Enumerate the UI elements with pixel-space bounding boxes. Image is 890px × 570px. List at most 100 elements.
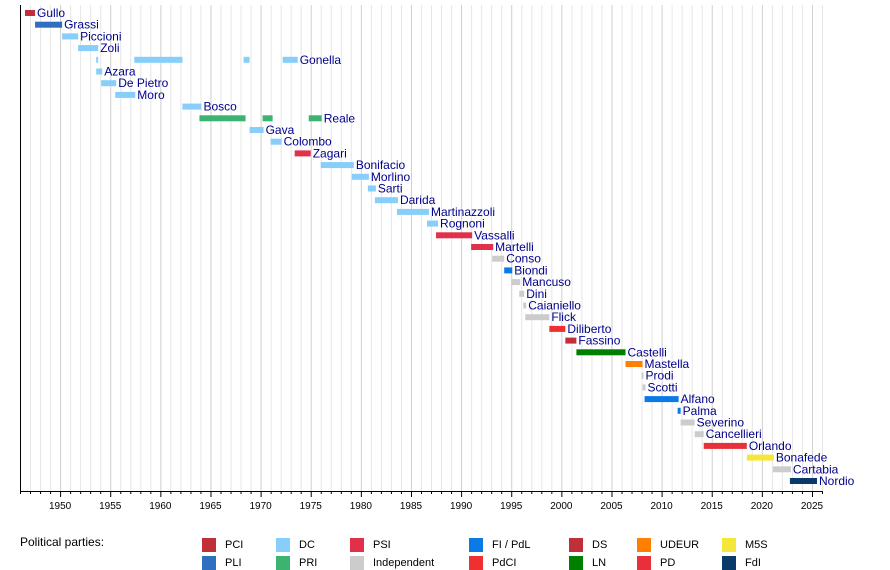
- legend-item: LN: [569, 556, 606, 570]
- legend-item: FI / PdL: [469, 538, 531, 552]
- term-bar: [694, 431, 704, 438]
- legend-swatch: [202, 538, 216, 552]
- term-bar: [576, 349, 626, 356]
- term-bar: [115, 91, 136, 98]
- minister-label: Bonifacio: [356, 158, 406, 172]
- legend-label: PdCI: [492, 557, 517, 569]
- legend-label: LN: [592, 557, 607, 569]
- minister-label: Gonella: [300, 53, 342, 67]
- minister-label: Gava: [266, 123, 295, 137]
- legend-item: DC: [276, 538, 315, 552]
- minister-label: Moro: [137, 88, 165, 102]
- legend-swatch: [350, 538, 364, 552]
- legend-swatch: [276, 538, 290, 552]
- x-tick-label: 1980: [350, 501, 373, 512]
- legend-swatch: [569, 556, 583, 570]
- x-tick-label: 2025: [801, 501, 824, 512]
- minister-label: Zoli: [100, 41, 119, 55]
- term-bars: [25, 10, 817, 484]
- minister-label: Biondi: [514, 263, 547, 277]
- minister-label: Bonafede: [776, 451, 828, 465]
- minister-label: De Pietro: [118, 76, 168, 90]
- legend-item: Independent: [350, 556, 434, 570]
- x-tick-label: 2000: [550, 501, 573, 512]
- legend-swatch: [722, 556, 736, 570]
- legend-item: FdI: [722, 556, 761, 570]
- minister-label: Piccioni: [80, 29, 121, 43]
- minister-label: Martelli: [495, 240, 534, 254]
- legend-label: DS: [592, 539, 608, 551]
- term-bar: [243, 56, 250, 63]
- x-tick-label: 1970: [249, 501, 272, 512]
- term-bar: [641, 372, 644, 379]
- term-bar: [789, 478, 817, 484]
- legend-label: UDEUR: [660, 539, 700, 551]
- minister-label: Colombo: [284, 135, 332, 149]
- term-bar: [96, 68, 103, 75]
- legend-item: PCI: [202, 538, 243, 552]
- minister-label: Darida: [400, 193, 436, 207]
- term-bar: [96, 56, 99, 63]
- minister-label: Grassi: [64, 18, 99, 32]
- term-bar: [680, 419, 695, 426]
- term-bar: [294, 150, 311, 157]
- term-bar: [644, 396, 679, 403]
- legend-swatch: [637, 538, 651, 552]
- legend-swatch: [350, 556, 364, 570]
- term-bar: [525, 314, 550, 321]
- legend-item: PD: [637, 556, 675, 570]
- term-bar: [523, 302, 527, 309]
- minister-label: Palma: [683, 404, 717, 418]
- legend-label: PRI: [299, 557, 318, 569]
- legend-swatch: [469, 538, 483, 552]
- term-bar: [199, 115, 246, 122]
- x-tick-label: 1960: [149, 501, 172, 512]
- minister-label: Reale: [324, 111, 356, 125]
- x-axis: 1950 1955 1960 1965 1970 1975 1980 1985 1990 1995…: [20, 5, 824, 512]
- legend-item: UDEUR: [637, 538, 699, 552]
- minister-label: Scotti: [648, 380, 678, 394]
- minister-label: Gullo: [37, 6, 65, 20]
- minister-label: Alfano: [681, 392, 715, 406]
- x-tick-label: 1950: [49, 501, 72, 512]
- term-bar: [642, 384, 646, 391]
- x-tick-label: 1990: [450, 501, 473, 512]
- legend-swatch: [722, 538, 736, 552]
- term-bar: [772, 466, 791, 473]
- x-tick-label: 1985: [400, 501, 423, 512]
- legend-item: M5S: [722, 538, 768, 552]
- minister-label: Vassalli: [474, 228, 514, 242]
- term-bar: [703, 442, 747, 449]
- minister-label: Orlando: [749, 439, 792, 453]
- gridlines: [20, 5, 823, 491]
- term-bar: [270, 138, 282, 145]
- minister-label: Dini: [526, 287, 547, 301]
- term-bar: [549, 325, 566, 332]
- legend-swatch: [202, 556, 216, 570]
- minister-label: Flick: [551, 310, 577, 324]
- legend-label: PCI: [225, 539, 244, 551]
- x-tick-label: 2015: [701, 501, 724, 512]
- x-tick-label: 1975: [300, 501, 323, 512]
- legend-swatch: [637, 556, 651, 570]
- x-tick-label: 2020: [751, 501, 774, 512]
- x-tick-label: 2005: [600, 501, 623, 512]
- term-bar: [367, 185, 376, 192]
- legend-label: FdI: [745, 557, 761, 569]
- term-bar: [25, 10, 36, 16]
- term-bar: [320, 162, 354, 169]
- legend-item: PdCI: [469, 556, 516, 570]
- x-tick-label: 1995: [500, 501, 523, 512]
- term-bar: [78, 45, 99, 52]
- minister-label: Bosco: [203, 100, 237, 114]
- legend-label: PD: [660, 557, 676, 569]
- legend-item: PLI: [202, 556, 242, 570]
- minister-label: Zagari: [313, 146, 347, 160]
- legend-item: PRI: [276, 556, 317, 570]
- legend-title: Political parties:: [20, 535, 105, 549]
- term-bar: [511, 279, 521, 286]
- term-bar: [746, 454, 774, 461]
- term-bar: [101, 80, 117, 87]
